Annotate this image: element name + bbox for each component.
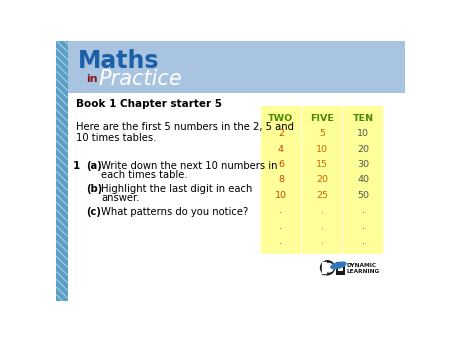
Text: 40: 40	[357, 175, 369, 185]
Text: .: .	[279, 222, 283, 231]
Text: 10: 10	[357, 129, 369, 138]
Text: 10 times tables.: 10 times tables.	[76, 133, 156, 143]
Text: each times table.: each times table.	[101, 170, 188, 180]
Text: Here are the first 5 numbers in the 2, 5 and: Here are the first 5 numbers in the 2, 5…	[76, 122, 293, 132]
Text: 10: 10	[275, 191, 287, 200]
Bar	[322, 262, 328, 274]
Text: Practice: Practice	[99, 69, 183, 89]
Bar	[68, 93, 405, 301]
Text: (c): (c)	[86, 207, 101, 217]
Text: 20: 20	[316, 175, 328, 185]
Text: TEN: TEN	[353, 114, 374, 123]
Bar	[336, 262, 345, 275]
Bar	[68, 41, 405, 93]
Text: 50: 50	[357, 191, 369, 200]
Bar	[322, 262, 326, 273]
Text: .: .	[279, 206, 283, 215]
Text: .: .	[320, 237, 324, 246]
Text: (a): (a)	[86, 161, 101, 171]
Text: Write down the next 10 numbers in: Write down the next 10 numbers in	[101, 161, 278, 171]
Text: (b): (b)	[86, 184, 102, 194]
Text: .: .	[279, 237, 283, 246]
Bar	[338, 262, 343, 271]
Text: 25: 25	[316, 191, 328, 200]
Text: DYNAMIC: DYNAMIC	[347, 263, 377, 268]
Text: Maths: Maths	[78, 49, 159, 73]
Text: answer.: answer.	[101, 193, 140, 203]
Text: Book 1 Chapter starter 5: Book 1 Chapter starter 5	[76, 99, 221, 109]
FancyBboxPatch shape	[302, 106, 342, 254]
Text: 10: 10	[316, 145, 328, 154]
Text: 15: 15	[316, 160, 328, 169]
Text: 2: 2	[278, 129, 284, 138]
Text: LEARNING: LEARNING	[347, 269, 380, 274]
Text: FIVE: FIVE	[310, 114, 334, 123]
Text: What patterns do you notice?: What patterns do you notice?	[101, 207, 248, 217]
Text: 5: 5	[319, 129, 325, 138]
Text: 6: 6	[278, 160, 284, 169]
FancyBboxPatch shape	[343, 106, 383, 254]
Bar	[56, 41, 68, 301]
Text: 1: 1	[73, 161, 81, 171]
Text: Highlight the last digit in each: Highlight the last digit in each	[101, 184, 252, 194]
FancyBboxPatch shape	[261, 106, 301, 254]
Text: .: .	[362, 206, 364, 215]
Text: .: .	[320, 222, 324, 231]
Text: 30: 30	[357, 160, 369, 169]
Text: .: .	[362, 222, 364, 231]
Text: in: in	[86, 74, 97, 84]
Text: 8: 8	[278, 175, 284, 185]
Circle shape	[325, 264, 333, 272]
Circle shape	[320, 261, 334, 275]
Ellipse shape	[331, 262, 346, 269]
Text: TWO: TWO	[268, 114, 293, 123]
Text: 4: 4	[278, 145, 284, 154]
Text: .: .	[362, 237, 364, 246]
Text: .: .	[320, 206, 324, 215]
Text: 20: 20	[357, 145, 369, 154]
